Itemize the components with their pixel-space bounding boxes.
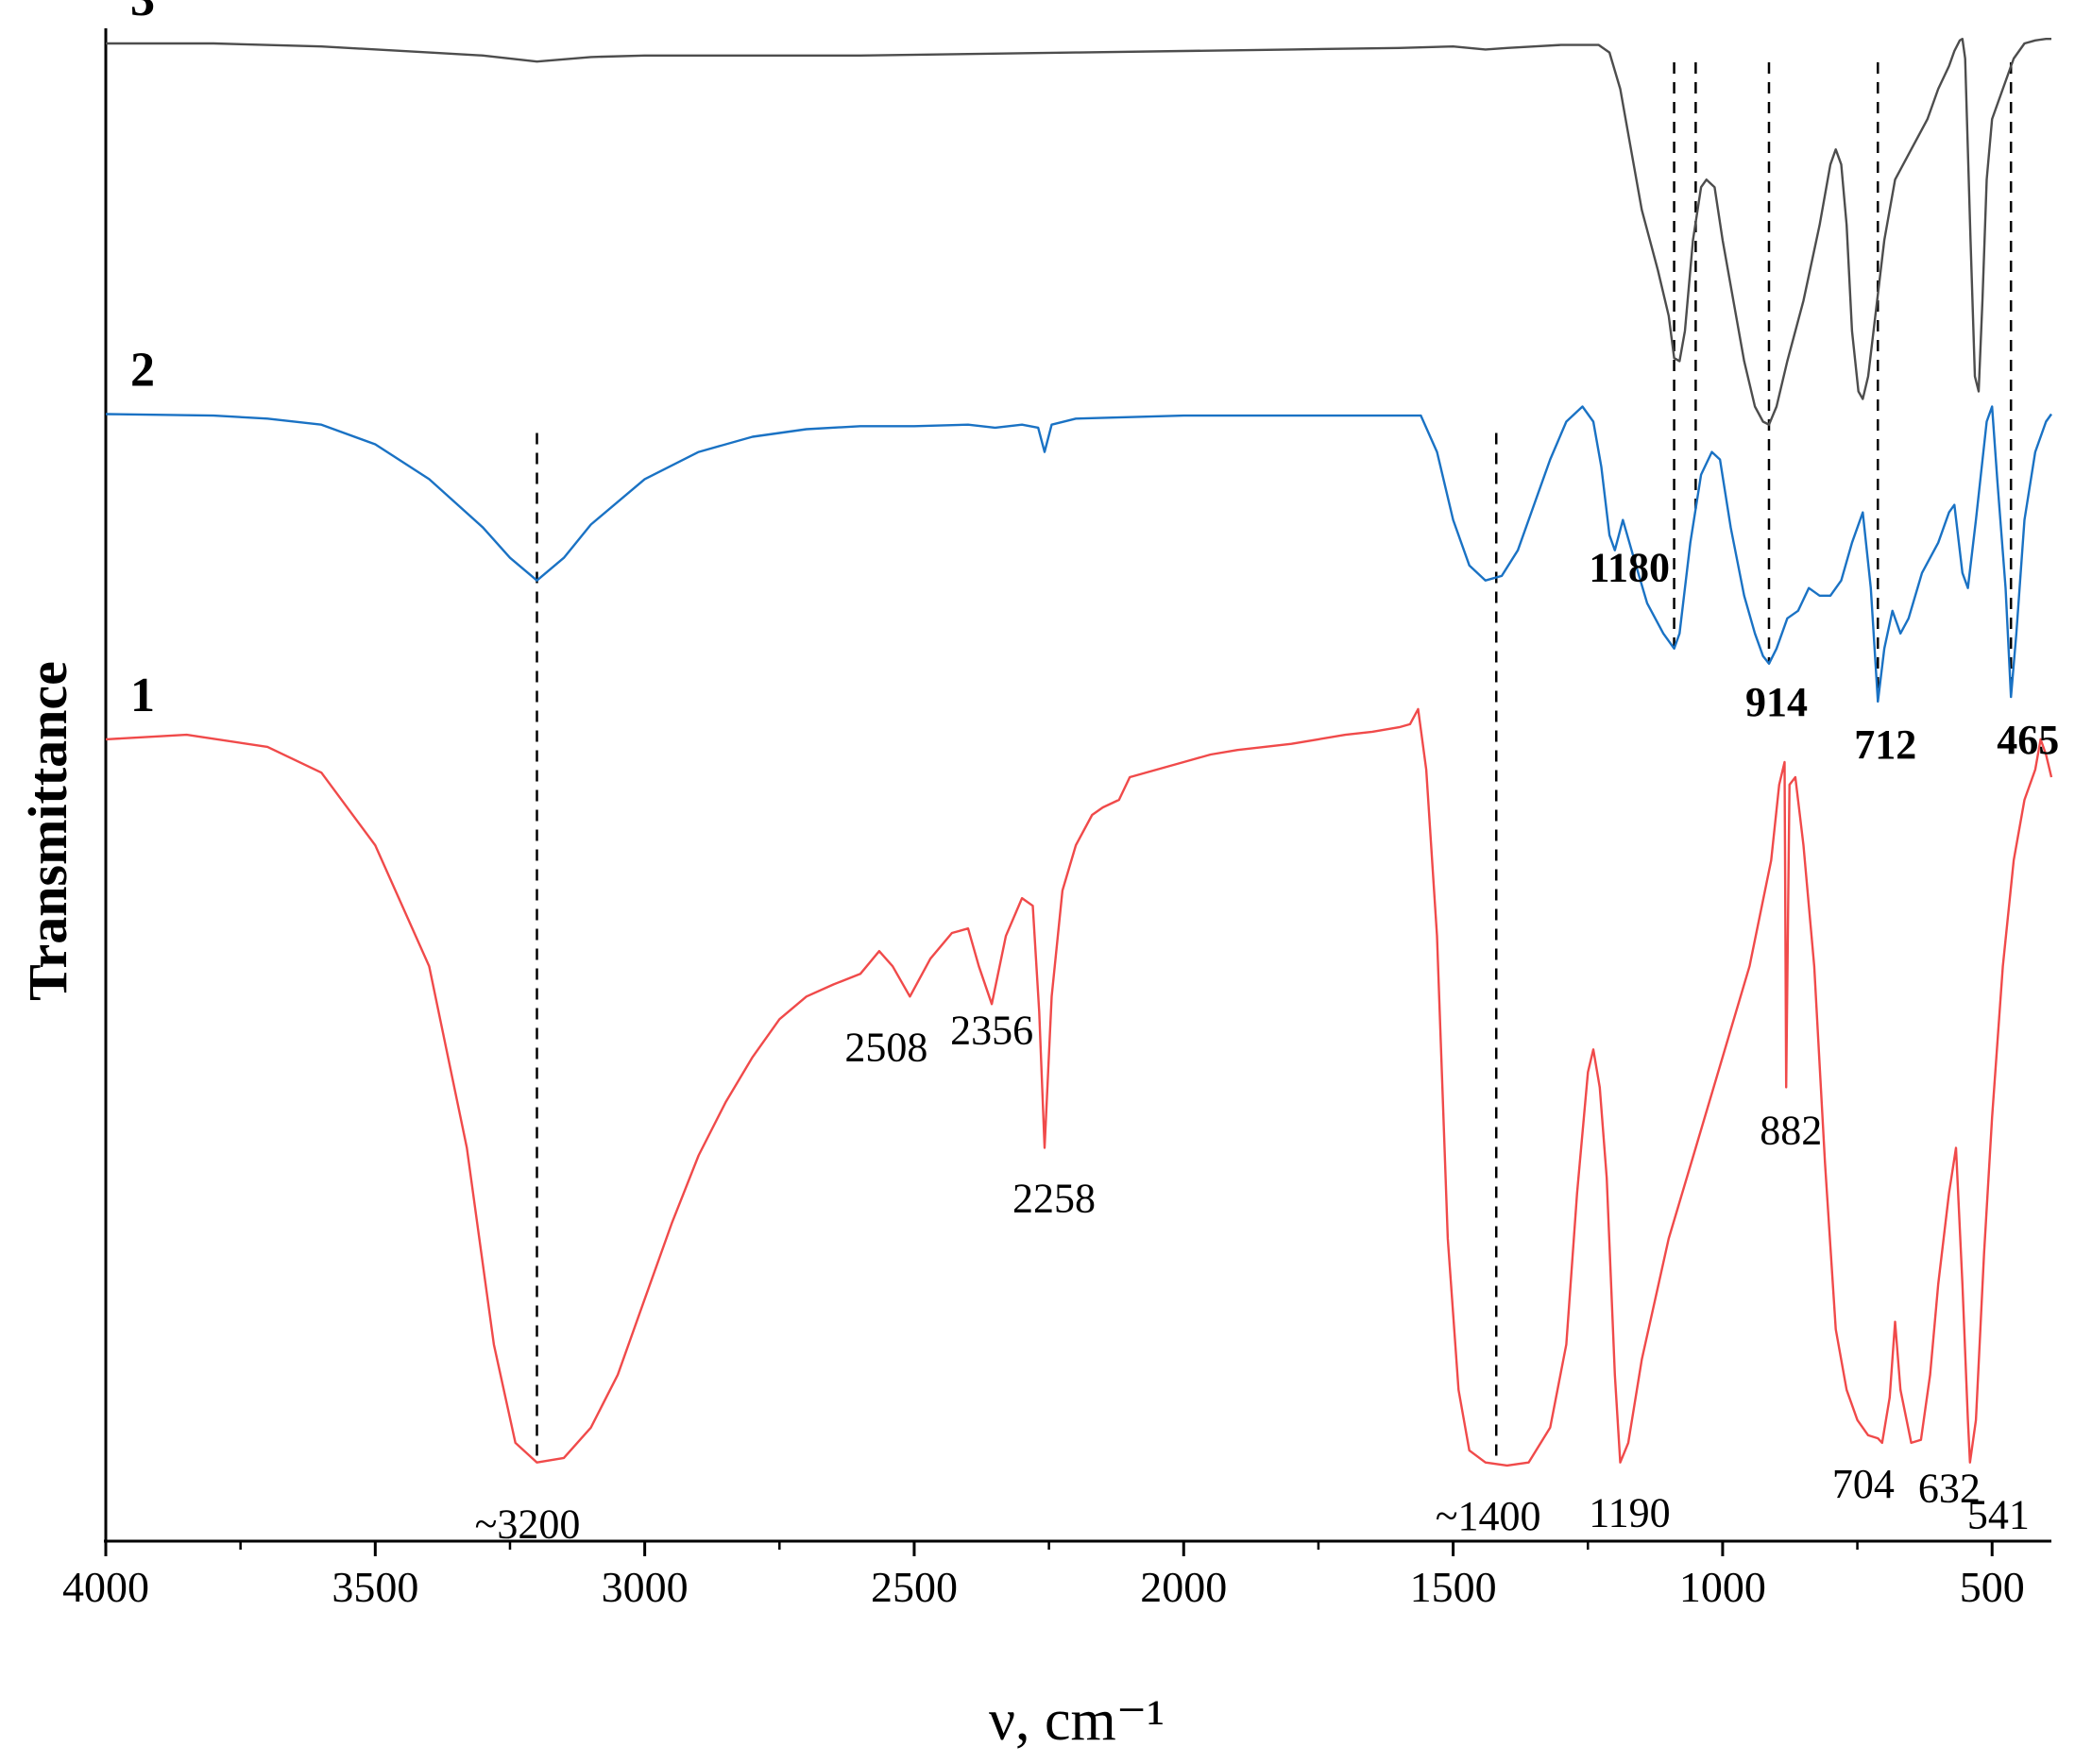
annotation-704: 704: [1832, 1461, 1895, 1507]
series-line-1: [105, 707, 2053, 1467]
annotation-541: 541: [1967, 1492, 2030, 1538]
x-axis-ticks: [104, 1541, 1994, 1556]
annotation-465: 465: [1997, 717, 2059, 763]
x-tick-label-1500: 1500: [1410, 1563, 1497, 1611]
series-label-1: 1: [130, 669, 155, 722]
annotation-1180: 1180: [1589, 545, 1670, 591]
annotation-2356: 2356: [950, 1007, 1033, 1053]
series-layer: [105, 38, 2053, 1467]
x-axis-tick-labels: 4000 3500 3000 2500 2000 1500 1000 500: [62, 1563, 2025, 1611]
x-tick-label-500: 500: [1960, 1563, 2025, 1611]
annotation-1190: 1190: [1589, 1490, 1670, 1536]
annotation-approx-3200: ~3200: [475, 1501, 581, 1548]
annotation-882: 882: [1760, 1107, 1822, 1153]
x-axis-label: ν, cm⁻¹: [989, 1688, 1165, 1753]
annotation-712: 712: [1854, 721, 1916, 768]
dashed-reference-lines: [536, 62, 2013, 1465]
x-tick-label-3000: 3000: [602, 1563, 689, 1611]
series-line-3: [106, 38, 2051, 426]
plot-area: [104, 28, 2051, 1543]
x-tick-label-4000: 4000: [62, 1563, 149, 1611]
series-label-3: 3: [130, 0, 155, 26]
x-tick-label-2500: 2500: [871, 1563, 958, 1611]
x-tick-label-2000: 2000: [1140, 1563, 1227, 1611]
y-axis-label: Transmittance: [17, 661, 78, 1001]
annotation-914: 914: [1745, 679, 1808, 725]
series-labels: 1 2 3: [130, 0, 155, 722]
annotation-2508: 2508: [844, 1024, 927, 1070]
annotation-approx-1400: ~1400: [1436, 1493, 1541, 1539]
annotation-2258: 2258: [1012, 1175, 1096, 1221]
x-tick-label-1000: 1000: [1679, 1563, 1766, 1611]
series-label-2: 2: [130, 344, 155, 398]
annotation-632: 632: [1918, 1466, 1981, 1512]
x-tick-label-3500: 3500: [332, 1563, 418, 1611]
series-line-2: [105, 405, 2052, 704]
